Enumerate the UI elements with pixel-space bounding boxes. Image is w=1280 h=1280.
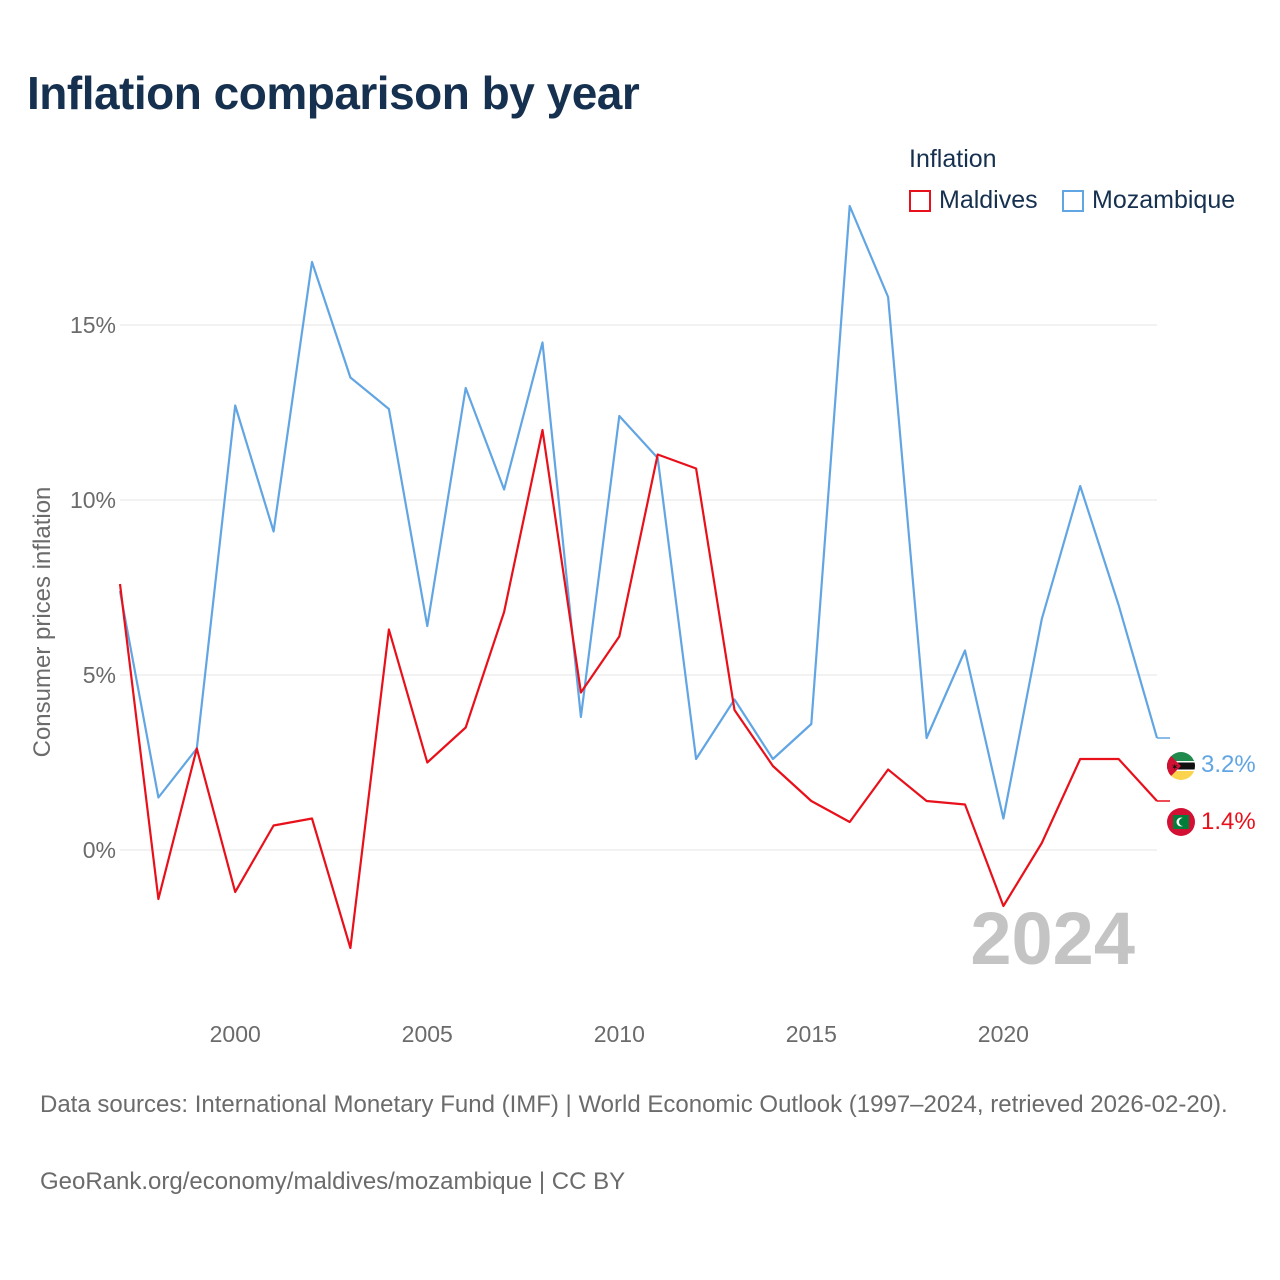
chart-title: Inflation comparison by year [27,67,640,119]
legend-item-mozambique[interactable]: Mozambique [1062,186,1235,215]
legend-item-maldives[interactable]: Maldives [909,186,1038,215]
end-label-mozambique: 3.2% [1201,751,1256,778]
x-axis-ticks: 2000 2005 2010 2015 2020 [210,1021,1029,1047]
x-tick-label: 2000 [210,1021,261,1047]
y-axis-ticks: 0% 5% 10% 15% [70,312,116,863]
legend-label-mozambique: Mozambique [1092,186,1236,214]
y-tick-label: 15% [70,312,116,338]
legend-swatch-mozambique [1062,189,1084,212]
series-line-maldives[interactable] [118,428,1158,950]
end-label-maldives: 1.4% [1201,808,1256,835]
gridlines [120,324,1157,851]
legend-title: Inflation [909,145,997,173]
y-tick-label: 10% [70,487,116,513]
x-tick-label: 2015 [786,1021,837,1047]
y-axis-label: Consumer prices inflation [29,487,56,758]
year-watermark: 2024 [970,897,1135,980]
y-tick-label: 0% [83,837,116,863]
maldives-flag-icon [1167,808,1195,836]
legend-swatch-maldives [909,189,931,212]
x-tick-label: 2005 [402,1021,453,1047]
series-lines [118,204,1170,950]
line-chart: 0% 5% 10% 15% 2000 2005 2010 2015 2020 Consumer… [29,204,1256,1047]
svg-text:✶: ✶ [1171,763,1179,773]
credit-link[interactable]: GeoRank.org/economy/maldives/mozambique … [40,1168,626,1195]
x-tick-label: 2020 [978,1021,1029,1047]
x-tick-label: 2010 [594,1021,645,1047]
data-sources-note: Data sources: International Monetary Fun… [40,1091,1228,1118]
legend-label-maldives: Maldives [939,186,1038,214]
mozambique-flag-icon: ✶ [1167,752,1195,780]
series-line-mozambique[interactable] [118,204,1159,820]
y-tick-label: 5% [83,662,116,688]
